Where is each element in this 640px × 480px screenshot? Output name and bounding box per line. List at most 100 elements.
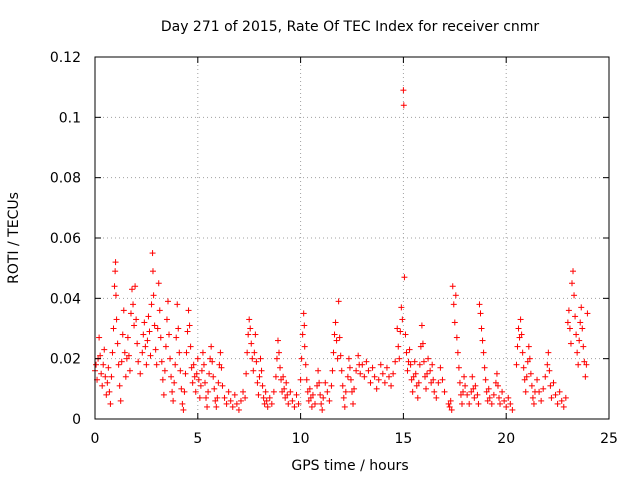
data-point xyxy=(169,389,175,395)
data-point xyxy=(170,398,176,404)
data-point xyxy=(112,268,118,274)
data-point xyxy=(195,356,201,362)
data-point xyxy=(324,389,330,395)
y-tick-label: 0.12 xyxy=(50,50,81,66)
data-point xyxy=(135,359,141,365)
data-point xyxy=(167,356,173,362)
data-point xyxy=(103,392,109,398)
data-point xyxy=(252,332,258,338)
data-point xyxy=(456,365,462,371)
data-point xyxy=(394,326,400,332)
data-point xyxy=(198,383,204,389)
data-point xyxy=(340,383,346,389)
data-point xyxy=(402,332,408,338)
data-point xyxy=(559,398,565,404)
data-point xyxy=(336,298,342,304)
data-point xyxy=(342,404,348,410)
data-point xyxy=(164,316,170,322)
data-point xyxy=(277,365,283,371)
data-point xyxy=(353,368,359,374)
data-point xyxy=(474,392,480,398)
data-point xyxy=(133,316,139,322)
data-point xyxy=(261,395,267,401)
data-point xyxy=(249,356,255,362)
data-point xyxy=(175,326,181,332)
data-point xyxy=(561,404,567,410)
data-point xyxy=(107,401,113,407)
x-tick-label: 0 xyxy=(91,431,100,447)
data-point xyxy=(530,395,536,401)
data-point xyxy=(299,356,305,362)
data-point xyxy=(338,353,344,359)
data-point xyxy=(320,395,326,401)
data-point xyxy=(301,322,307,328)
data-point xyxy=(125,335,131,341)
data-point xyxy=(386,374,392,380)
data-point xyxy=(479,326,485,332)
data-point xyxy=(242,395,248,401)
x-tick-label: 5 xyxy=(193,431,202,447)
data-point xyxy=(401,102,407,108)
data-point xyxy=(427,368,433,374)
data-point xyxy=(501,398,507,404)
data-point xyxy=(392,359,398,365)
data-point xyxy=(429,362,435,368)
data-point xyxy=(318,401,324,407)
data-point xyxy=(105,365,111,371)
data-point xyxy=(317,392,323,398)
data-point xyxy=(112,283,118,289)
data-point xyxy=(201,362,207,368)
data-point xyxy=(196,377,202,383)
data-point xyxy=(127,368,133,374)
data-point xyxy=(245,332,251,338)
data-point xyxy=(452,319,458,325)
data-point xyxy=(489,401,495,407)
data-point xyxy=(329,368,335,374)
x-axis-title: GPS time / hours xyxy=(291,458,408,474)
data-point xyxy=(401,274,407,280)
data-point xyxy=(553,392,559,398)
data-point xyxy=(405,368,411,374)
data-point xyxy=(557,389,563,395)
data-point xyxy=(584,310,590,316)
data-point xyxy=(571,292,577,298)
data-point xyxy=(481,350,487,356)
data-point xyxy=(143,362,149,368)
data-point xyxy=(226,389,232,395)
data-point xyxy=(179,401,185,407)
data-point xyxy=(471,395,477,401)
data-point xyxy=(301,310,307,316)
data-point xyxy=(165,298,171,304)
data-point xyxy=(187,322,193,328)
data-point xyxy=(335,356,341,362)
data-point xyxy=(425,356,431,362)
data-point xyxy=(363,359,369,365)
data-point xyxy=(224,401,230,407)
data-point xyxy=(155,326,161,332)
data-point xyxy=(150,250,156,256)
data-point xyxy=(384,365,390,371)
data-point xyxy=(274,356,280,362)
data-point xyxy=(435,380,441,386)
data-point xyxy=(459,401,465,407)
data-point xyxy=(251,350,257,356)
data-point xyxy=(168,374,174,380)
data-point xyxy=(347,365,353,371)
data-point xyxy=(271,389,277,395)
data-point xyxy=(100,362,106,368)
y-tick-labels: 0 0.02 0.04 0.06 0.08 0.1 0.12 xyxy=(50,50,81,428)
data-point xyxy=(273,374,279,380)
data-point xyxy=(131,322,137,328)
data-point xyxy=(431,389,437,395)
data-point xyxy=(152,322,158,328)
data-point xyxy=(565,319,571,325)
data-point xyxy=(145,313,151,319)
data-point xyxy=(328,383,334,389)
data-point xyxy=(563,395,569,401)
data-point xyxy=(412,359,418,365)
data-point xyxy=(101,347,107,353)
data-point xyxy=(483,377,489,383)
data-point xyxy=(181,389,187,395)
data-point xyxy=(199,368,205,374)
x-tick-label: 20 xyxy=(497,431,515,447)
